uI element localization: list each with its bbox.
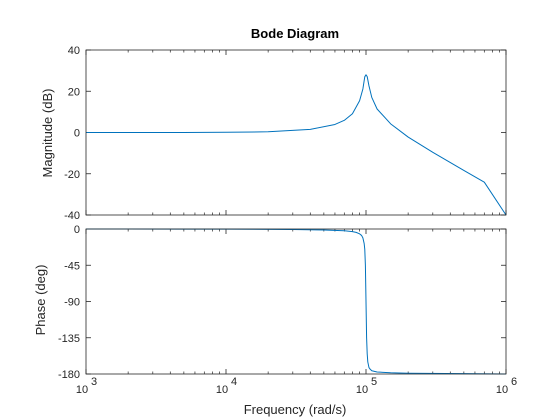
x-tick-label: 10: [216, 384, 228, 396]
magnitude-panel: 40 20 0 -20 -40: [64, 45, 507, 222]
magnitude-y-tick-label: 0: [74, 128, 80, 140]
phase-series-line: [85, 228, 507, 375]
x-tick-label: 10: [356, 384, 368, 396]
magnitude-y-tick-label: 40: [68, 45, 80, 57]
magnitude-series-line: [86, 74, 507, 216]
magnitude-axis-label: Magnitude (dB): [40, 89, 55, 178]
x-tick-label: 10: [496, 384, 508, 396]
magnitude-y-tick-label: -20: [64, 169, 80, 181]
phase-axis-label: Phase (deg): [33, 265, 48, 336]
magnitude-y-tick-label: -40: [64, 210, 80, 222]
x-tick-label: 10: [76, 384, 88, 396]
x-axis-label: Frequency (rad/s): [244, 402, 347, 417]
phase-axes-box: [85, 228, 507, 375]
phase-y-tick-label: 0: [74, 224, 80, 236]
phase-y-tick-label: -90: [64, 297, 80, 309]
magnitude-axes-box: [85, 49, 507, 216]
chart-title: Bode Diagram: [251, 26, 339, 41]
phase-y-tick-label: -135: [58, 333, 80, 345]
phase-y-tick-label: -45: [64, 260, 80, 272]
magnitude-y-tick-label: 20: [68, 86, 80, 98]
x-tick-exponent: 5: [371, 376, 377, 388]
phase-y-tick-label: -180: [58, 369, 80, 381]
phase-plot-area: [86, 229, 506, 374]
x-tick-exponent: 3: [91, 376, 97, 388]
x-tick-exponent: 6: [511, 376, 517, 388]
x-tick-exponent: 4: [231, 376, 237, 388]
